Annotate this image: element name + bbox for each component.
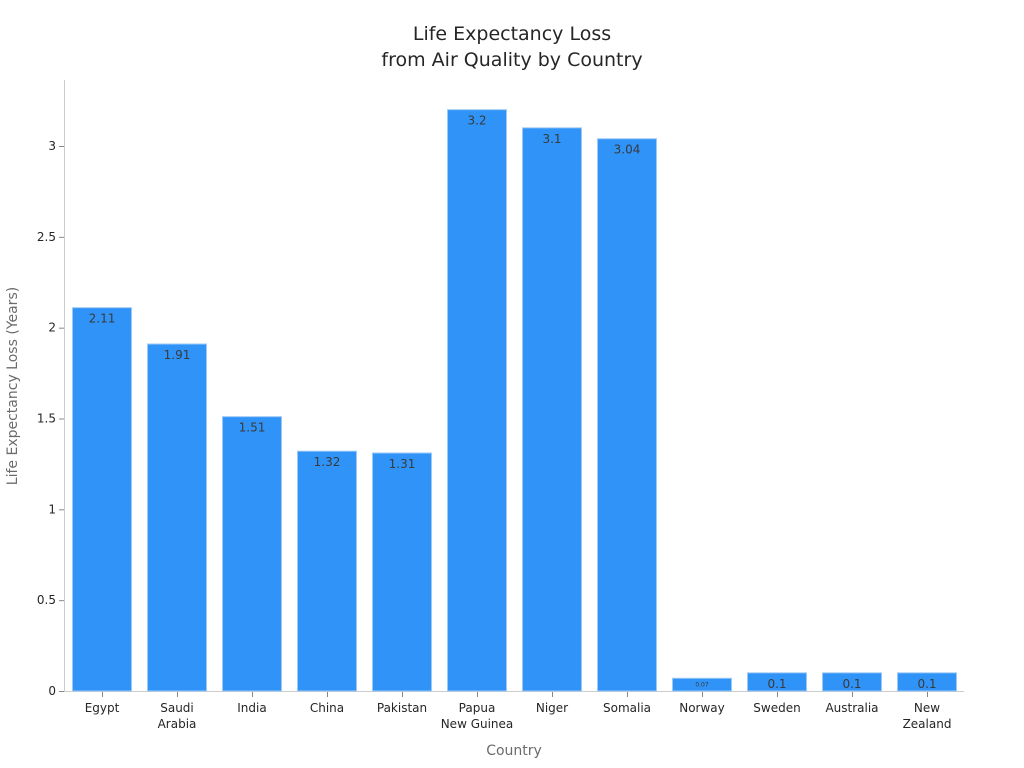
x-tick-label: Norway [679, 701, 725, 715]
data-label: 2.11 [89, 312, 116, 326]
x-tick-label: Pakistan [377, 701, 427, 715]
data-label: 1.32 [314, 455, 341, 469]
x-tick-label: New Guinea [441, 717, 514, 731]
x-tick-label: Zealand [903, 717, 952, 731]
x-tick-label: Egypt [85, 701, 120, 715]
data-label: 0.1 [842, 677, 861, 691]
x-tick-label: India [237, 701, 266, 715]
y-tick-label: 0.5 [37, 593, 56, 607]
x-tick-label: Arabia [158, 717, 197, 731]
bar [147, 343, 207, 692]
y-tick-label: 3 [48, 139, 56, 153]
y-tick-label: 2.5 [37, 230, 56, 244]
data-label: 1.31 [389, 457, 416, 471]
x-tick-label: Australia [825, 701, 878, 715]
bar [822, 672, 882, 692]
x-tick-label: Somalia [603, 701, 651, 715]
x-tick-label: New [914, 701, 940, 715]
bar [672, 677, 732, 692]
chart-title-line-2: from Air Quality by Country [381, 49, 642, 71]
x-tick-label: Saudi [160, 701, 194, 715]
y-tick-label: 1 [48, 502, 56, 516]
bar [447, 109, 507, 692]
y-tick-label: 0 [48, 684, 56, 698]
data-label: 0.1 [767, 677, 786, 691]
bar [747, 672, 807, 692]
bar [597, 138, 657, 692]
chart-title-line-1: Life Expectancy Loss [413, 23, 611, 45]
bar [297, 450, 357, 692]
bar [372, 452, 432, 692]
data-label: 3.04 [614, 143, 641, 157]
bar [72, 307, 132, 692]
x-axis-label: Country [486, 743, 542, 759]
x-tick-label: Papua [459, 701, 496, 715]
data-label: 3.2 [467, 114, 486, 128]
x-tick-label: Sweden [753, 701, 800, 715]
data-label: 1.51 [239, 421, 266, 435]
data-label: 0.1 [917, 677, 936, 691]
x-tick-label: China [310, 701, 344, 715]
y-tick-label: 2 [48, 321, 56, 335]
x-tick-label: Niger [536, 701, 568, 715]
bar [522, 127, 582, 692]
data-label: 3.1 [542, 132, 561, 146]
bar [897, 672, 957, 692]
y-tick-label: 1.5 [37, 412, 56, 426]
bar [222, 416, 282, 692]
y-axis-label: Life Expectancy Loss (Years) [5, 287, 21, 485]
data-label: 1.91 [164, 348, 191, 362]
data-label: 0.07 [695, 681, 709, 688]
